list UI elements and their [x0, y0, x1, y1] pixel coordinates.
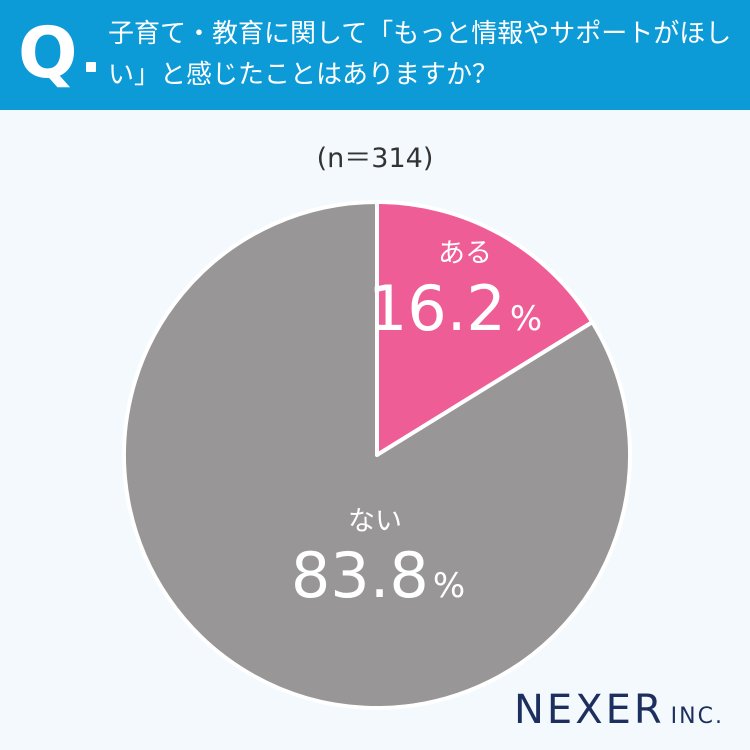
q-mark: Q [18, 12, 78, 94]
logo-text: NEXER [514, 687, 665, 733]
slice-label-aru: ある [438, 238, 492, 269]
question-header: Q 子育て・教育に関して「もっと情報やサポートがほしい」と感じたことはありますか… [0, 0, 750, 110]
slice-label-nai: ない [348, 506, 402, 537]
question-text: 子育て・教育に関して「もっと情報やサポートがほしい」と感じたことはありますか？ [108, 19, 732, 90]
pie-slice-aru [375, 200, 595, 457]
slice-value-nai: 83.8% [291, 539, 465, 612]
q-mark-dot [86, 62, 96, 72]
pie-slice-nai [122, 200, 632, 710]
sample-size-label: (n＝314) [316, 143, 434, 174]
nexer-logo: NEXER INC. [514, 686, 724, 741]
slice-value-aru: 16.2% [368, 272, 542, 345]
logo-suffix: INC. [670, 704, 724, 729]
